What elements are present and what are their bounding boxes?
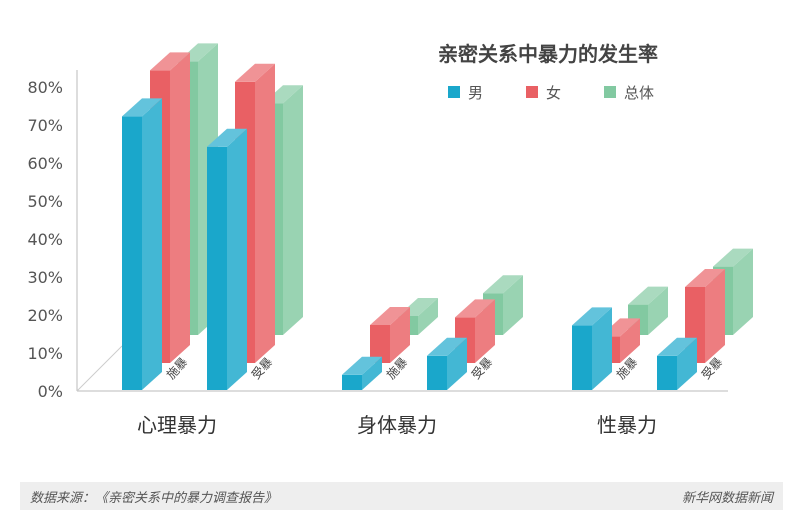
bar-front [122, 116, 142, 391]
bar-side [475, 299, 495, 363]
bar-front [657, 355, 677, 390]
brand-label: 新华网数据新闻 [681, 491, 773, 506]
bar-top [657, 337, 697, 356]
bar-side [142, 98, 162, 391]
bar-side [362, 356, 382, 390]
bar-side [648, 286, 668, 335]
y-tick-label: 40% [27, 230, 63, 249]
group-label: 身体暴力 [357, 413, 437, 437]
y-tick-label: 70% [27, 116, 63, 135]
legend-label: 女 [546, 84, 561, 102]
legend-label: 总体 [624, 84, 654, 102]
bar-front [207, 146, 227, 390]
bar-front [572, 325, 592, 390]
bar-top [455, 299, 495, 318]
bar-side [592, 307, 612, 390]
source-note: 数据来源：《亲密关系中的暴力调查报告》 [30, 491, 278, 506]
bar-side [227, 128, 247, 391]
legend-label: 男 [468, 84, 483, 102]
y-tick-label: 10% [27, 344, 63, 363]
bar-side [447, 337, 467, 390]
bar-side [255, 63, 275, 364]
group-label: 心理暴力 [137, 413, 217, 437]
bar-side [705, 269, 725, 363]
bar-top [628, 286, 668, 305]
legend-swatch [448, 86, 460, 98]
bar-side [677, 337, 697, 390]
bar-side [418, 298, 438, 335]
bar-top [685, 269, 725, 287]
bar-top [713, 248, 753, 267]
group-label: 性暴力 [597, 413, 657, 437]
bar-top [572, 307, 612, 326]
bar-top [483, 275, 523, 294]
y-tick-label: 80% [27, 78, 63, 97]
bar-side [503, 275, 523, 335]
bar-front [370, 325, 390, 363]
bar-top [370, 307, 410, 325]
bar-top [427, 337, 467, 356]
bar-side [620, 318, 640, 363]
bar-top [342, 356, 382, 375]
y-tick-label: 0% [38, 382, 63, 401]
depth-axis-line [76, 345, 123, 392]
bar-front [427, 355, 447, 390]
y-tick-label: 20% [27, 306, 63, 325]
bar-top [150, 52, 190, 71]
y-tick-label: 50% [27, 192, 63, 211]
y-tick-label: 30% [27, 268, 63, 287]
bar-top [235, 63, 275, 82]
legend-swatch [604, 86, 616, 98]
bar-side [390, 307, 410, 363]
legend-swatch [526, 86, 538, 98]
y-tick-label: 60% [27, 154, 63, 173]
bar-side [170, 52, 190, 364]
chart-title: 亲密关系中暴力的发生率 [438, 42, 658, 66]
bar-front [342, 374, 362, 390]
bar-top [122, 98, 162, 117]
bar-side [283, 85, 303, 335]
bar-top [207, 128, 247, 147]
bar-side [733, 248, 753, 335]
footer-bar: 数据来源：《亲密关系中的暴力调查报告》 新华网数据新闻 [20, 482, 783, 510]
